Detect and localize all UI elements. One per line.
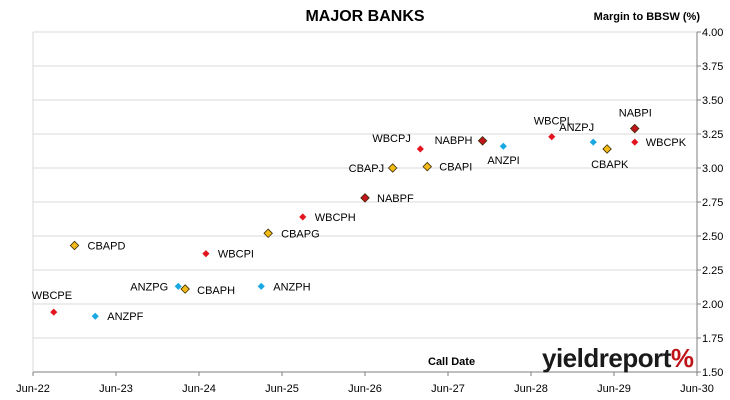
point-cbaph [180, 284, 190, 294]
point-label-wbcpi: WBCPI [218, 249, 254, 261]
point-cbapg [263, 228, 273, 239]
x-tick-label: Jun-22 [16, 383, 50, 395]
x-tick-label: Jun-24 [182, 383, 216, 395]
point-label-cbapj: CBAPJ [349, 163, 384, 175]
x-tick-label: Jun-23 [99, 383, 133, 395]
point-label-wbcpl: WBCPL [534, 116, 573, 128]
point-cbapd [69, 240, 80, 251]
point-nabpf [360, 193, 370, 203]
chart-title: MAJOR BANKS [305, 8, 425, 25]
point-label-anzpg: ANZPG [130, 281, 168, 293]
point-cbapj [387, 163, 398, 173]
x-tick-label: Jun-28 [514, 383, 548, 395]
point-wbcph [299, 213, 307, 221]
point-anzpi [499, 142, 507, 150]
x-tick-label: Jun-30 [680, 383, 714, 395]
y-tick-label: 3.25 [702, 129, 723, 141]
y-axis-label: Margin to BBSW (%) [593, 11, 700, 23]
logo-word: yieldreport [542, 343, 671, 373]
x-tick-label: Jun-26 [348, 383, 382, 395]
point-wbcpk [631, 138, 639, 146]
point-label-anzpf: ANZPF [107, 311, 143, 323]
point-wbcpj [416, 145, 424, 153]
point-labels: WBCPE CBAPD ANZPF ANZPG CBAPH WBCPI ANZPH CBAPG… [32, 108, 687, 324]
y-tick-label: 3.50 [702, 95, 723, 107]
point-nabph [477, 136, 488, 146]
y-tick-label: 2.25 [702, 265, 723, 277]
x-tick-label: Jun-27 [431, 383, 465, 395]
y-tick-labels: 1.50 1.75 2.00 2.25 2.50 2.75 3.00 3.25 3.50 3.75… [702, 27, 723, 379]
point-label-anzph: ANZPH [273, 281, 310, 293]
x-tick-labels: Jun-22 Jun-23 Jun-24 Jun-25 Jun-26 Jun-27 Jun-… [16, 383, 714, 395]
yieldreport-logo: yieldreport% [542, 343, 694, 374]
y-tick-label: 1.75 [702, 333, 723, 345]
y-tick-label: 3.00 [702, 163, 723, 175]
point-label-wbcpj: WBCPJ [372, 133, 411, 145]
point-label-cbapd: CBAPD [88, 241, 126, 253]
point-label-nabpi: NABPI [619, 108, 652, 120]
point-label-cbaph: CBAPH [197, 285, 235, 297]
data-points [50, 123, 640, 320]
point-label-anzpj: ANZPJ [559, 122, 594, 134]
point-nabpi [629, 123, 640, 134]
logo-percent-symbol: % [670, 343, 694, 373]
point-wbcpl [548, 133, 556, 141]
point-cbapk [602, 144, 612, 154]
point-label-cbapk: CBAPK [591, 159, 629, 171]
point-label-anzpi: ANZPI [487, 155, 519, 167]
point-wbcpe [50, 308, 58, 316]
point-label-wbcpe: WBCPE [32, 290, 72, 302]
y-tick-label: 2.50 [702, 231, 723, 243]
point-cbapi [422, 161, 433, 172]
point-label-cbapg: CBAPG [281, 228, 320, 240]
point-label-wbcph: WBCPH [315, 212, 356, 224]
gridlines [33, 31, 697, 373]
y-tick-label: 1.50 [702, 367, 723, 379]
point-anzpg [174, 282, 182, 290]
axes [32, 31, 701, 376]
point-label-nabph: NABPH [435, 135, 473, 147]
x-tick-label: Jun-25 [265, 383, 299, 395]
y-tick-label: 2.00 [702, 299, 723, 311]
y-tick-label: 3.75 [702, 61, 723, 73]
point-label-nabpf: NABPF [377, 193, 414, 205]
point-label-wbcpk: WBCPK [646, 137, 687, 149]
x-axis-label: Call Date [428, 356, 476, 368]
point-anzpf [91, 312, 99, 320]
point-anzpj [589, 138, 597, 146]
y-tick-label: 4.00 [702, 27, 723, 39]
point-wbcpi [202, 250, 210, 258]
point-anzph [257, 282, 265, 290]
y-tick-label: 2.75 [702, 197, 723, 209]
x-tick-label: Jun-29 [597, 383, 631, 395]
point-label-cbapi: CBAPI [439, 162, 472, 174]
